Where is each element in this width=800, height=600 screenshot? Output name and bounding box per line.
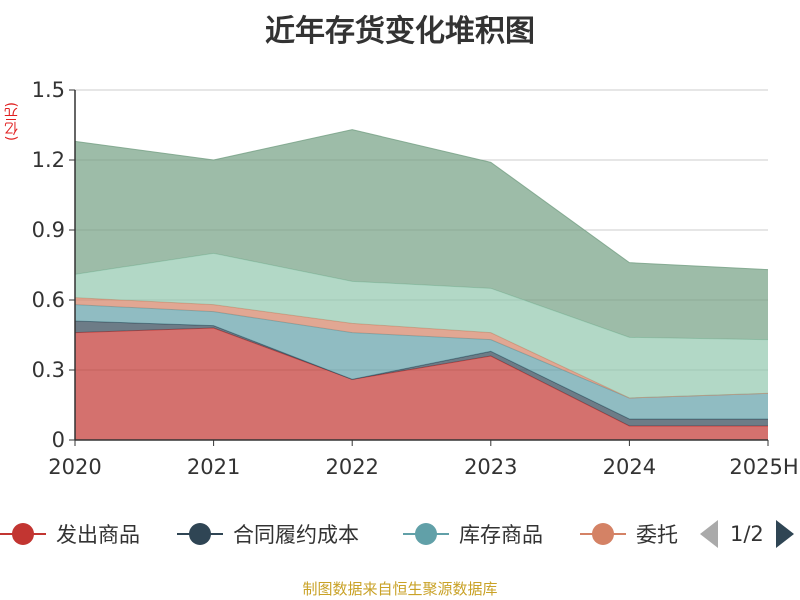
area-series-6 bbox=[75, 129, 768, 340]
y-tick-label: 0.6 bbox=[32, 288, 65, 312]
legend-page-indicator: 1/2 bbox=[730, 522, 764, 546]
area-series-4 bbox=[75, 297, 768, 398]
legend-label: 发出商品 bbox=[56, 523, 140, 547]
legend-symbol bbox=[177, 514, 223, 554]
legend-label: 委托 bbox=[636, 523, 678, 547]
y-tick-label: 1.2 bbox=[32, 148, 65, 172]
legend-item-合同履约成本[interactable]: 合同履约成本 bbox=[177, 514, 359, 554]
previous-page-arrow-icon[interactable] bbox=[700, 520, 718, 548]
legend-label: 合同履约成本 bbox=[233, 523, 359, 547]
x-tick-label: 2025H bbox=[729, 455, 798, 479]
y-tick-label: 1.5 bbox=[32, 78, 65, 102]
area-series-3 bbox=[75, 304, 768, 419]
axes bbox=[69, 89, 769, 446]
next-page-arrow-icon[interactable] bbox=[775, 520, 794, 548]
x-tick-label: 2021 bbox=[187, 455, 240, 479]
legend-pager: 1/2 bbox=[700, 514, 794, 554]
x-tick-label: 2020 bbox=[48, 455, 101, 479]
y-tick-label: 0 bbox=[52, 428, 65, 452]
y-tick-label: 0.3 bbox=[32, 358, 65, 382]
legend-label: 库存商品 bbox=[459, 523, 543, 547]
legend: 发出商品 合同履约成本 库存商品 委托 bbox=[0, 514, 800, 554]
chart-title: 近年存货变化堆积图 bbox=[265, 14, 535, 49]
area-series-5 bbox=[75, 253, 768, 398]
legend-symbol bbox=[580, 514, 626, 554]
x-tick-label: 2022 bbox=[325, 455, 378, 479]
area-series bbox=[74, 129, 769, 440]
legend-symbol bbox=[0, 514, 46, 554]
legend-item-发出商品[interactable]: 发出商品 bbox=[0, 514, 140, 554]
tick-labels: 0 0.3 0.6 0.9 1.2 1.5 2020 2021 2022 2023 2024 2025… bbox=[32, 78, 799, 479]
data-source-note: 制图数据来自恒生聚源数据库 bbox=[302, 580, 498, 598]
area-line-6 bbox=[74, 129, 769, 271]
legend-item-库存商品[interactable]: 库存商品 bbox=[403, 514, 543, 554]
y-tick-label: 0.9 bbox=[32, 218, 65, 242]
area-series-1 bbox=[75, 328, 768, 440]
x-tick-label: 2023 bbox=[464, 455, 517, 479]
x-tick-label: 2024 bbox=[603, 455, 656, 479]
legend-item-委托[interactable]: 委托 bbox=[580, 514, 678, 554]
legend-symbol bbox=[403, 514, 449, 554]
